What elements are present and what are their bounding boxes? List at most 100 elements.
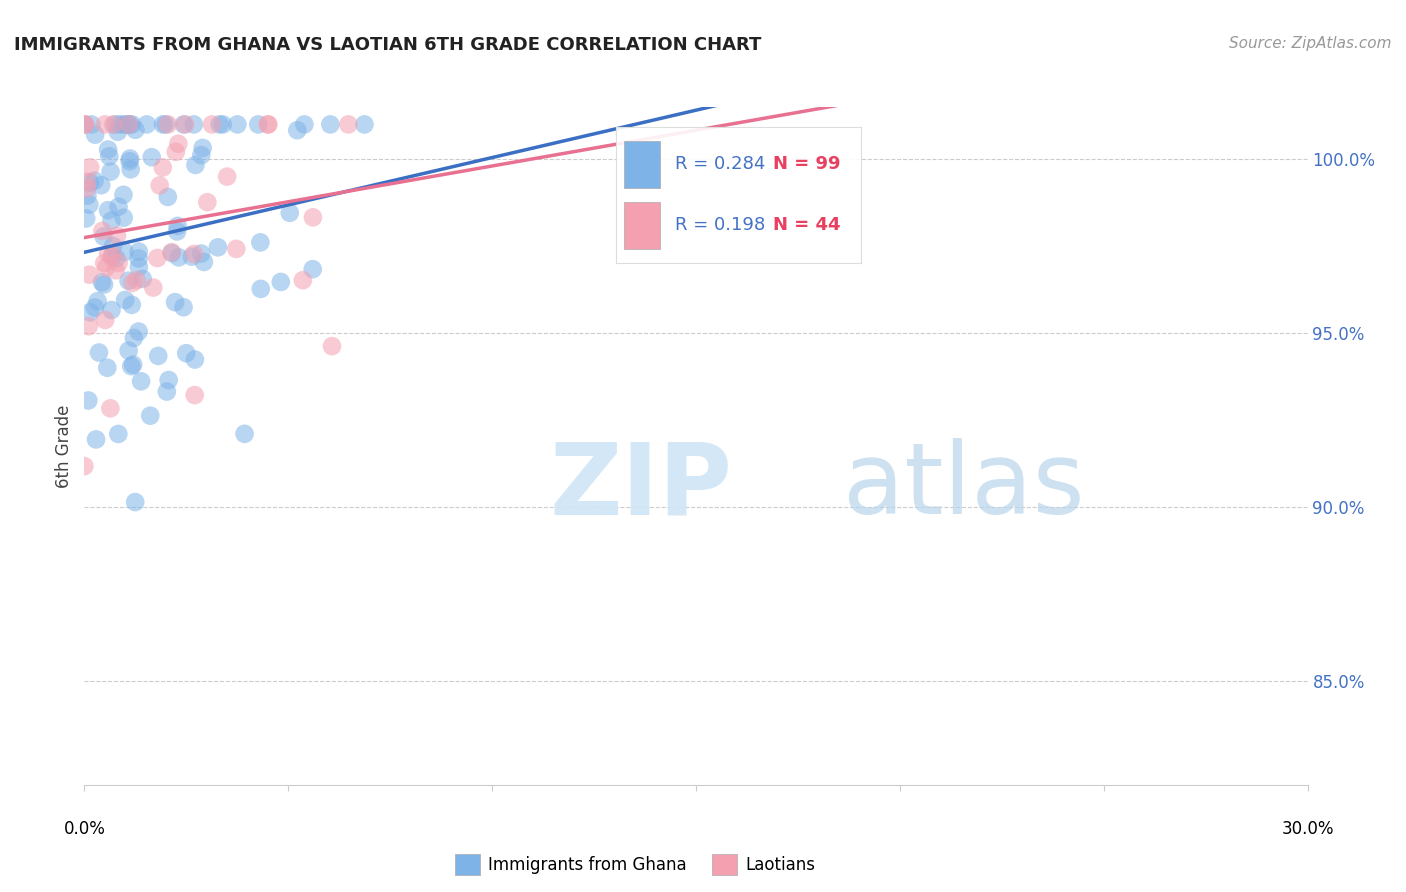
Point xyxy=(86,294,108,309)
Point xyxy=(121,276,143,290)
Point xyxy=(319,117,342,131)
Point xyxy=(124,495,146,509)
Point xyxy=(117,117,139,131)
Point xyxy=(139,409,162,423)
Point xyxy=(77,319,100,334)
Point xyxy=(107,427,129,442)
Text: IMMIGRANTS FROM GHANA VS LAOTIAN 6TH GRADE CORRELATION CHART: IMMIGRANTS FROM GHANA VS LAOTIAN 6TH GRA… xyxy=(14,36,762,54)
Point xyxy=(118,154,141,169)
Point xyxy=(73,117,96,131)
Point xyxy=(249,282,271,296)
Point xyxy=(128,252,150,266)
Point xyxy=(101,239,124,253)
Point xyxy=(73,459,96,474)
Point xyxy=(117,274,139,288)
Point xyxy=(173,117,195,131)
Point xyxy=(152,117,174,131)
Point xyxy=(160,245,183,260)
Point xyxy=(184,352,207,367)
Point xyxy=(93,277,115,292)
Point xyxy=(97,246,120,260)
Point xyxy=(90,178,112,193)
Text: 0.0%: 0.0% xyxy=(63,820,105,838)
Point xyxy=(128,260,150,274)
Point xyxy=(184,158,207,172)
Point xyxy=(132,272,155,286)
Point xyxy=(195,195,218,210)
Point xyxy=(115,117,138,131)
Point xyxy=(107,125,129,139)
Point xyxy=(190,148,212,162)
Point xyxy=(122,331,145,345)
Point xyxy=(174,346,197,360)
Point xyxy=(337,117,360,131)
Point xyxy=(84,128,107,142)
Point xyxy=(135,117,157,131)
Point xyxy=(118,152,141,166)
Point xyxy=(217,169,239,184)
Point xyxy=(73,117,96,131)
Point xyxy=(165,145,187,159)
Point xyxy=(100,213,122,227)
Point xyxy=(156,384,179,399)
Point xyxy=(183,247,205,261)
Point xyxy=(114,293,136,307)
Point xyxy=(149,178,172,193)
Point xyxy=(270,275,292,289)
Point xyxy=(79,176,101,190)
Point xyxy=(156,117,179,131)
Point xyxy=(141,150,163,164)
Point xyxy=(94,117,117,131)
Point xyxy=(157,373,180,387)
Point xyxy=(148,349,170,363)
Point xyxy=(247,117,270,131)
Point xyxy=(193,255,215,269)
Point xyxy=(107,200,129,214)
Point xyxy=(101,117,124,131)
Point xyxy=(105,252,128,266)
Point xyxy=(79,305,101,319)
Point xyxy=(291,273,314,287)
Point xyxy=(302,211,325,225)
Point xyxy=(105,228,128,243)
Text: ZIP: ZIP xyxy=(550,438,733,535)
Point xyxy=(83,174,105,188)
Point xyxy=(183,117,205,131)
Text: 30.0%: 30.0% xyxy=(1281,820,1334,838)
Point xyxy=(225,242,247,256)
Point xyxy=(211,117,233,131)
Point xyxy=(101,250,124,264)
Point xyxy=(73,117,96,131)
Point xyxy=(191,141,214,155)
Point xyxy=(128,325,150,339)
Point xyxy=(100,303,122,318)
Point xyxy=(108,117,131,131)
Text: Source: ZipAtlas.com: Source: ZipAtlas.com xyxy=(1229,36,1392,51)
Point xyxy=(84,433,107,447)
Point xyxy=(79,268,101,282)
Point xyxy=(87,345,110,359)
Point xyxy=(167,136,190,151)
Point xyxy=(278,206,301,220)
Point xyxy=(112,187,135,202)
Point xyxy=(114,244,136,259)
Point xyxy=(165,295,187,310)
Point xyxy=(173,300,195,314)
Point xyxy=(104,117,127,131)
Point xyxy=(124,123,146,137)
Point xyxy=(233,426,256,441)
Point xyxy=(257,117,280,131)
Point xyxy=(75,211,97,226)
Point xyxy=(321,339,343,353)
Point xyxy=(100,164,122,178)
Point xyxy=(104,263,127,277)
Point xyxy=(180,250,202,264)
Point xyxy=(112,211,135,225)
Point xyxy=(156,190,179,204)
Point xyxy=(249,235,271,250)
Point xyxy=(129,374,152,388)
Legend: Immigrants from Ghana, Laotians: Immigrants from Ghana, Laotians xyxy=(449,847,821,881)
Point xyxy=(76,181,98,195)
Point xyxy=(166,219,188,233)
Point xyxy=(207,240,229,254)
